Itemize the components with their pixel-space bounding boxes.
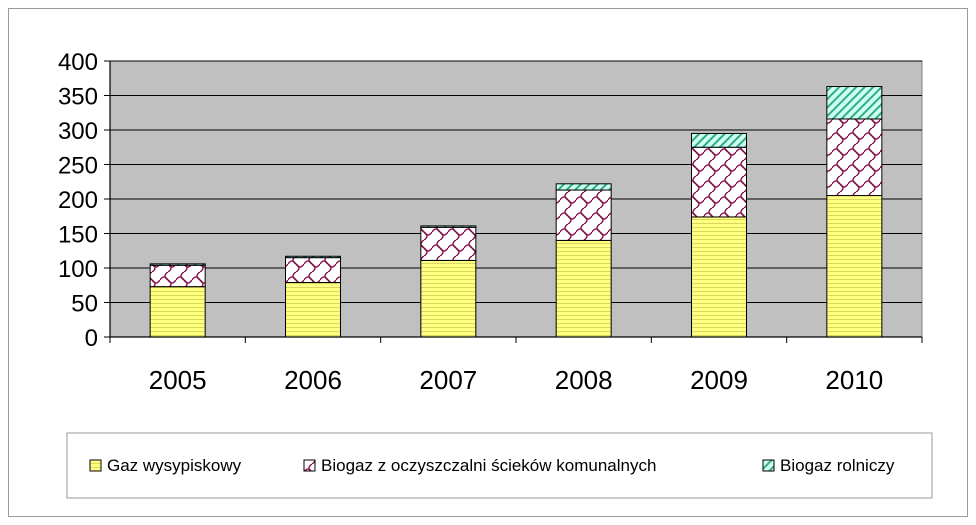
bar-segment-2007-series-2 bbox=[420, 225, 477, 228]
legend-swatch-series-2 bbox=[762, 459, 775, 472]
bar-segment-2010-series-1 bbox=[826, 118, 883, 197]
y-axis-ticks: 0 50 100 150 200 250 300 350 400 bbox=[58, 49, 110, 352]
bar-segment-2010-series-0 bbox=[826, 195, 883, 338]
y-tick-label: 150 bbox=[58, 222, 98, 249]
bar-segment-2006-series-1 bbox=[285, 257, 341, 283]
bars bbox=[149, 86, 883, 338]
legend-swatch-series-1 bbox=[303, 459, 316, 472]
y-tick-label: 350 bbox=[58, 84, 98, 111]
y-tick-label: 50 bbox=[71, 291, 98, 318]
y-tick-label: 250 bbox=[58, 153, 98, 180]
bar-segment-2009-series-1 bbox=[691, 146, 747, 218]
legend-label-series-1: Biogaz z oczyszczalni ścieków komunalnyc… bbox=[321, 456, 656, 475]
x-tick-label: 2008 bbox=[555, 365, 613, 395]
legend-label-series-0: Gaz wysypiskowy bbox=[107, 456, 242, 475]
x-tick-label: 2006 bbox=[284, 365, 342, 395]
x-tick-label: 2007 bbox=[419, 365, 477, 395]
legend: Gaz wysypiskowy Biogaz z oczyszczalni ści… bbox=[89, 456, 895, 475]
bar-segment-2005-series-1 bbox=[149, 264, 206, 288]
bar-segment-2008-series-1 bbox=[555, 189, 612, 241]
y-tick-label: 400 bbox=[58, 49, 98, 76]
legend-label-series-2: Biogaz rolniczy bbox=[780, 456, 895, 475]
x-axis-ticks: 2005 2006 2007 2008 2009 2010 bbox=[109, 337, 923, 395]
bar-segment-2007-series-0 bbox=[420, 259, 477, 338]
x-tick-label: 2009 bbox=[690, 365, 748, 395]
gridlines bbox=[110, 60, 922, 303]
bar-segment-2010-series-2 bbox=[826, 86, 883, 120]
bar-segment-2006-series-0 bbox=[285, 281, 341, 338]
y-tick-label: 300 bbox=[58, 118, 98, 145]
x-tick-label: 2010 bbox=[825, 365, 883, 395]
legend-box bbox=[66, 432, 933, 499]
bar-segment-2005-series-0 bbox=[149, 286, 206, 338]
bar-segment-2007-series-1 bbox=[420, 226, 477, 261]
y-tick-label: 0 bbox=[85, 325, 98, 352]
y-tick-label: 200 bbox=[58, 187, 98, 214]
bar-segment-2009-series-2 bbox=[691, 132, 747, 148]
bar-segment-2008-series-0 bbox=[555, 239, 612, 338]
bar-segment-2009-series-0 bbox=[691, 216, 747, 338]
legend-swatch-series-0 bbox=[89, 459, 102, 472]
bar-segment-2005-series-2 bbox=[149, 263, 206, 266]
bar-segment-2008-series-2 bbox=[555, 183, 612, 191]
x-tick-label: 2005 bbox=[149, 365, 207, 395]
y-tick-label: 100 bbox=[58, 256, 98, 283]
bar-segment-2006-series-2 bbox=[285, 255, 341, 259]
